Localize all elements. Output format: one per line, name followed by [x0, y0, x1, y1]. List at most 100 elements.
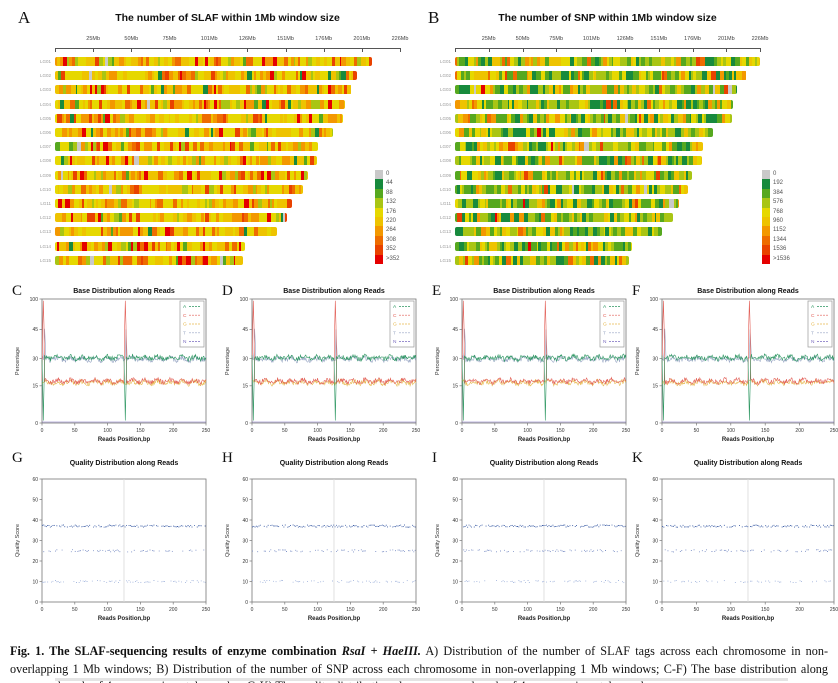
- panel-b-title: The number of SNP within 1Mb window size: [498, 12, 717, 24]
- panel-k-quality-distribution: K Quality Distribution along Reads 0 10 20…: [628, 450, 838, 627]
- axis-tick-label: 75Mb: [549, 36, 564, 42]
- axis-tick-label: 226Mb: [391, 36, 409, 42]
- y-axis: 0 10 20 30 40 50 60 Quality Score: [435, 477, 462, 606]
- svg-text:0: 0: [245, 600, 248, 606]
- svg-text:Reads Position,bp: Reads Position,bp: [308, 616, 361, 622]
- plot-frame: [661, 478, 835, 603]
- svg-text:0: 0: [251, 607, 254, 613]
- svg-text:20: 20: [652, 559, 658, 565]
- svg-text:45: 45: [652, 327, 658, 333]
- legend-item: 0: [762, 170, 822, 180]
- axis-tick-label: 75Mb: [162, 36, 177, 42]
- svg-text:150: 150: [346, 428, 355, 434]
- legend-item: 264: [375, 226, 435, 236]
- series-C: [251, 300, 417, 386]
- heatmap-row-lg01: LG01: [424, 57, 834, 71]
- chromosome-label: LG09: [439, 172, 451, 178]
- heatmap-bar: [55, 255, 243, 265]
- heatmap-row-lg05: LG05: [424, 113, 834, 128]
- svg-text:Quality Score: Quality Score: [435, 524, 441, 557]
- panel-i-title: Quality Distribution along Reads: [489, 460, 599, 467]
- panel-h-quality-distribution: H Quality Distribution along Reads 0 10 20…: [218, 450, 424, 627]
- svg-text:150: 150: [136, 607, 145, 613]
- svg-text:20: 20: [242, 559, 248, 565]
- panel-c-letter: C: [12, 283, 23, 299]
- svg-text:30: 30: [452, 538, 458, 544]
- svg-text:10: 10: [452, 579, 458, 585]
- svg-text:0: 0: [245, 421, 248, 427]
- svg-text:100: 100: [450, 297, 459, 303]
- svg-text:45: 45: [452, 327, 458, 333]
- heatmap-bar: [55, 85, 352, 95]
- base-chart-d: 0 15 30 45 100 Percentage 0 50 100 150 200 250 Reads…: [225, 297, 420, 443]
- heatmap-bar: [55, 113, 343, 123]
- y-axis: 0 10 20 30 40 50 60 Quality Score: [635, 477, 662, 606]
- panel-b-axis-ruler: 25Mb 50Mb 75Mb 101Mb 126Mb 151Mb 176Mb 201Mb 226…: [455, 36, 768, 54]
- series-G: [661, 378, 835, 387]
- svg-text:G: G: [183, 322, 187, 328]
- panel-f-base-distribution: F Base Distribution along Reads 0 15 30 45 1…: [628, 283, 838, 447]
- chromosome-label: LG03: [39, 87, 51, 93]
- panel-d-letter: D: [222, 283, 233, 299]
- svg-text:C: C: [183, 313, 187, 319]
- svg-text:50: 50: [652, 497, 658, 503]
- quality-bands: [662, 524, 834, 583]
- svg-text:N: N: [811, 339, 815, 345]
- svg-text:N: N: [603, 339, 607, 345]
- heatmap-bar: [455, 213, 673, 223]
- heatmap-row-lg08: LG08: [8, 156, 420, 170]
- heatmap-bar: [55, 199, 292, 208]
- heatmap-row-lg14: LG14: [424, 241, 834, 256]
- panel-e-letter: E: [432, 283, 442, 299]
- heatmap-bar: [455, 199, 679, 208]
- axis-tick-label: 101Mb: [200, 36, 218, 42]
- svg-text:45: 45: [32, 327, 38, 333]
- panel-k-letter: K: [632, 450, 643, 466]
- heatmap-bar: [55, 213, 287, 223]
- heatmap-row-lg06: LG06: [8, 128, 420, 142]
- svg-text:250: 250: [202, 607, 211, 613]
- heatmap-row-lg04: LG04: [424, 99, 834, 114]
- heatmap-row-lg01: LG01: [8, 57, 420, 71]
- svg-text:0: 0: [655, 421, 658, 427]
- svg-text:0: 0: [41, 428, 44, 434]
- legend-item: 768: [762, 207, 822, 217]
- heatmap-row-lg11: LG11: [8, 199, 420, 213]
- svg-text:30: 30: [652, 538, 658, 544]
- series-A: [461, 353, 627, 421]
- axis-tick-label: 201Mb: [717, 36, 735, 42]
- svg-text:50: 50: [282, 607, 288, 613]
- panel-a-letter: A: [18, 8, 31, 27]
- svg-text:50: 50: [72, 607, 78, 613]
- svg-text:T: T: [393, 330, 396, 336]
- chromosome-label: LG09: [39, 172, 51, 178]
- svg-text:200: 200: [379, 607, 388, 613]
- axis-tick-label: 126Mb: [238, 36, 256, 42]
- svg-text:40: 40: [452, 518, 458, 524]
- svg-text:100: 100: [30, 297, 39, 303]
- panel-a-title: The number of SLAF within 1Mb window siz…: [115, 12, 340, 24]
- svg-text:0: 0: [251, 428, 254, 434]
- svg-text:15: 15: [32, 384, 38, 390]
- panel-i-quality-distribution: I Quality Distribution along Reads 0 10 20…: [428, 450, 634, 627]
- svg-text:0: 0: [41, 607, 44, 613]
- chromosome-label: LG10: [39, 186, 51, 192]
- svg-text:A: A: [603, 304, 607, 310]
- legend-item: 352: [375, 245, 435, 255]
- x-axis: 0 50 100 150 200 250 Reads Position,bp: [41, 423, 210, 443]
- panel-g-letter: G: [12, 450, 23, 466]
- svg-text:15: 15: [452, 384, 458, 390]
- x-axis: 0 50 100 150 200 250 Reads Position,bp: [461, 423, 631, 443]
- chromosome-label: LG14: [39, 243, 51, 249]
- caption-body: A) Distribution of the number of SLAF ta…: [10, 644, 829, 683]
- chromosome-label: LG06: [39, 130, 51, 135]
- chromosome-label: LG07: [439, 144, 451, 150]
- page-divider: [55, 678, 788, 681]
- svg-text:250: 250: [412, 607, 421, 613]
- chromosome-label: LG12: [39, 215, 51, 221]
- svg-text:20: 20: [32, 559, 38, 565]
- svg-text:250: 250: [622, 428, 631, 434]
- series-A: [251, 353, 417, 421]
- base-chart-c: 0 15 30 45 100 Percentage 0 50 100 150 200 250 Reads…: [15, 297, 210, 443]
